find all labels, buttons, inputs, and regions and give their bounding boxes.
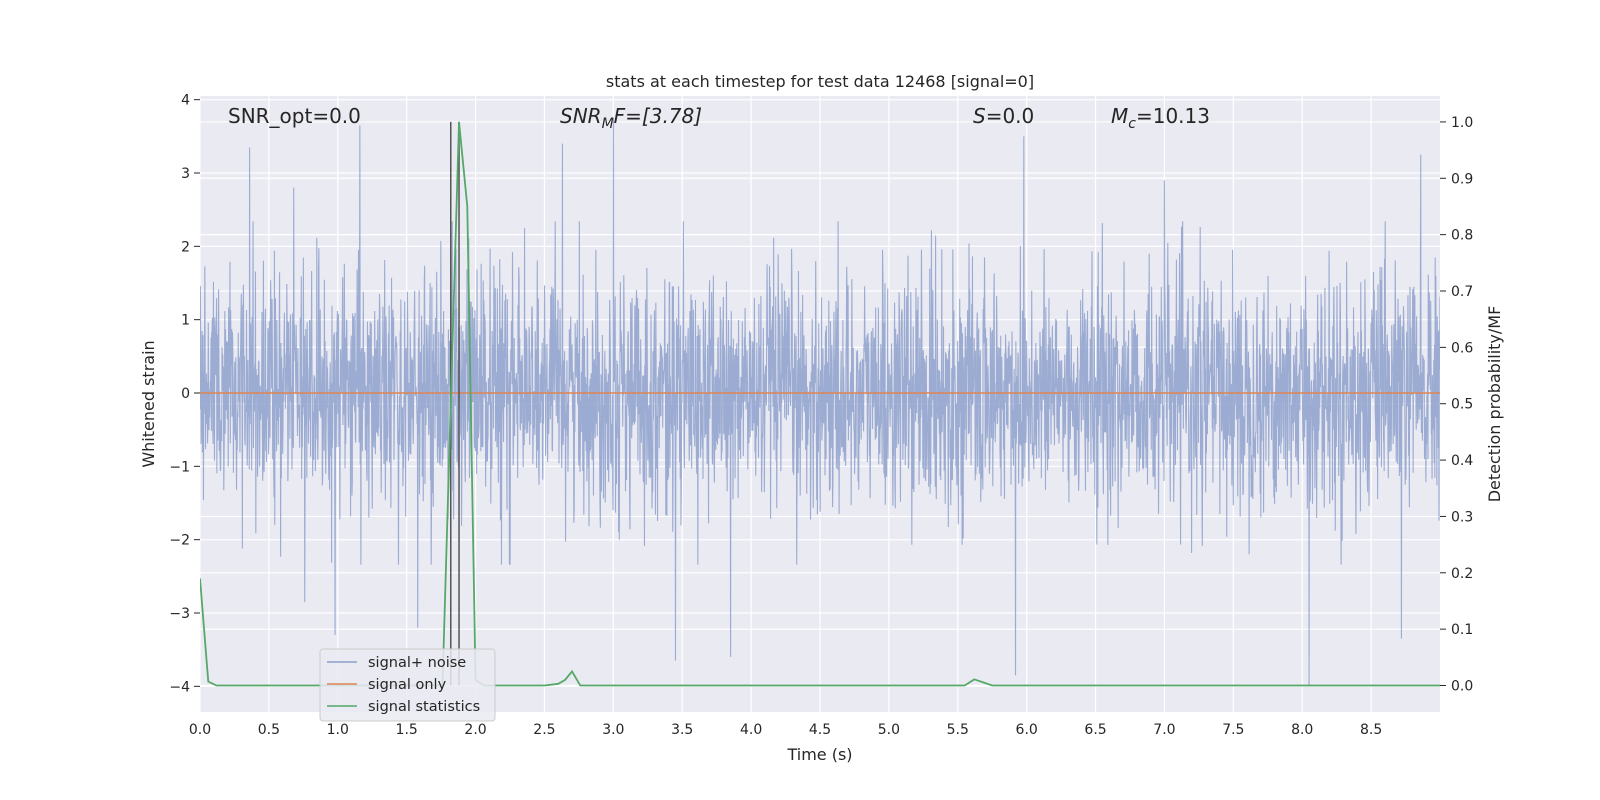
snr-mf-rest: F=[3.78] xyxy=(614,104,702,128)
x-tick-label: 1.5 xyxy=(396,722,418,738)
x-tick-label: 3.5 xyxy=(671,722,693,738)
y2-tick-label: 0.0 xyxy=(1451,679,1473,695)
legend-label-signal-statistics: signal statistics xyxy=(368,699,480,715)
y2-axis-label: Detection probability/MF xyxy=(1485,306,1504,503)
x-tick-label: 2.0 xyxy=(464,722,486,738)
y2-tick-label: 0.5 xyxy=(1451,397,1473,413)
snr-mf-sub: M xyxy=(602,116,614,132)
y-tick-label: −1 xyxy=(169,459,190,475)
y2-tick-label: 0.6 xyxy=(1451,340,1473,356)
y-tick-label: 2 xyxy=(181,239,190,255)
y2-tick-label: 0.7 xyxy=(1451,284,1473,300)
snr-mf-base: SNR xyxy=(560,104,602,128)
x-tick-label: 0.5 xyxy=(258,722,280,738)
x-tick-label: 4.5 xyxy=(809,722,831,738)
x-tick-label: 6.5 xyxy=(1084,722,1106,738)
y-tick-label: −2 xyxy=(169,533,190,549)
y2-tick-labels: 1.0 0.9 0.8 0.7 0.6 0.5 0.4 0.3 0.2 0.1 0.0 xyxy=(1440,115,1473,695)
s-rest: =0.0 xyxy=(986,104,1035,128)
chart-title: stats at each timestep for test data 124… xyxy=(606,72,1034,91)
s-italic: S xyxy=(973,104,986,128)
x-tick-label: 7.5 xyxy=(1222,722,1244,738)
x-tick-label: 0.0 xyxy=(189,722,211,738)
x-tick-label: 8.0 xyxy=(1291,722,1313,738)
x-tick-label: 5.5 xyxy=(947,722,969,738)
x-tick-label: 5.0 xyxy=(878,722,900,738)
x-tick-labels: 0.0 0.5 1.0 1.5 2.0 2.5 3.0 3.5 4.0 4.5 5.0 5.5 6.0 6… xyxy=(189,722,1382,738)
x-axis-label: Time (s) xyxy=(786,745,852,764)
series-signal-noise xyxy=(200,117,1440,687)
y-tick-label: −4 xyxy=(169,679,190,695)
legend-label-signal-only: signal only xyxy=(368,677,447,693)
x-tick-label: 2.5 xyxy=(533,722,555,738)
x-tick-label: 7.0 xyxy=(1153,722,1175,738)
y2-tick-label: 0.9 xyxy=(1451,171,1473,187)
legend-box xyxy=(319,648,496,722)
y2-tick-label: 0.8 xyxy=(1451,228,1473,244)
y-tick-label: 0 xyxy=(181,386,190,402)
x-tick-label: 4.0 xyxy=(740,722,762,738)
y2-tick-label: 0.3 xyxy=(1451,509,1473,525)
mc-base: M xyxy=(1111,104,1128,128)
annotation-mc: Mc=10.13 xyxy=(1111,104,1210,132)
annotation-s: S=0.0 xyxy=(973,104,1034,128)
y-tick-labels: 4 3 2 1 0 −1 −2 −3 −4 xyxy=(169,93,200,695)
y2-tick-label: 1.0 xyxy=(1451,115,1473,131)
x-tick-label: 8.5 xyxy=(1360,722,1382,738)
mc-rest: =10.13 xyxy=(1136,104,1210,128)
y-tick-label: 1 xyxy=(181,313,190,329)
y-tick-label: −3 xyxy=(169,606,190,622)
x-tick-label: 3.0 xyxy=(602,722,624,738)
y-tick-label: 3 xyxy=(181,166,190,182)
mc-sub: c xyxy=(1128,116,1136,132)
y2-tick-label: 0.2 xyxy=(1451,566,1473,582)
annotation-snr-mf: SNRMF=[3.78] xyxy=(560,104,702,132)
x-tick-label: 1.0 xyxy=(327,722,349,738)
y2-tick-label: 0.1 xyxy=(1451,622,1473,638)
y-axis-label: Whitened strain xyxy=(139,340,158,467)
legend: signal+ noise signal only signal statist… xyxy=(319,648,496,722)
legend-label-signal-noise: signal+ noise xyxy=(368,655,466,671)
y-tick-label: 4 xyxy=(181,93,190,109)
annotation-snr-opt: SNR_opt=0.0 xyxy=(228,104,361,128)
y2-tick-label: 0.4 xyxy=(1451,453,1473,469)
x-tick-label: 6.0 xyxy=(1016,722,1038,738)
